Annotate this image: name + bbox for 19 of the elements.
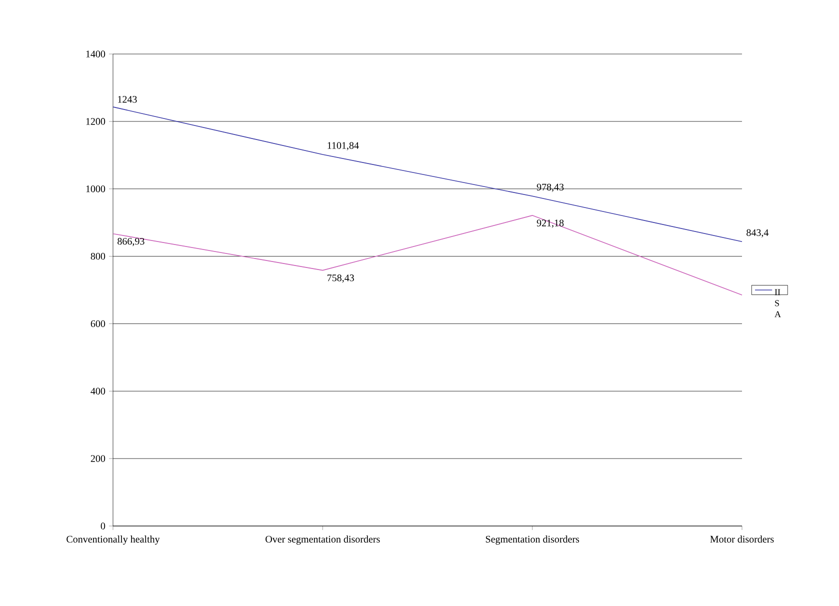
data-label: 1243 [118,96,137,103]
line-series [112,215,742,296]
y-tick-label: 200 [90,455,106,462]
x-tick-label: Motor disorders [710,536,774,543]
data-label: 1101,84 [328,142,359,150]
legend-label: II S A [774,289,781,318]
x-tick-label: Conventionally healthy [66,536,160,545]
data-label: 758,43 [328,274,354,283]
data-label: 843,4 [746,229,769,238]
x-tick-label: Segmentation disorders [486,536,580,545]
y-tick-label: 600 [90,320,106,328]
y-tick-label: 1400 [86,50,106,58]
y-tick-label: 1200 [86,118,106,125]
y-tick-label: 0 [100,522,106,530]
y-tick-label: 400 [90,388,106,395]
x-tick-label: Over segmentation disorders [266,536,380,545]
data-label: 866,93 [118,238,144,246]
y-tick-label: 800 [90,252,106,260]
y-tick-label: 1000 [86,185,106,192]
